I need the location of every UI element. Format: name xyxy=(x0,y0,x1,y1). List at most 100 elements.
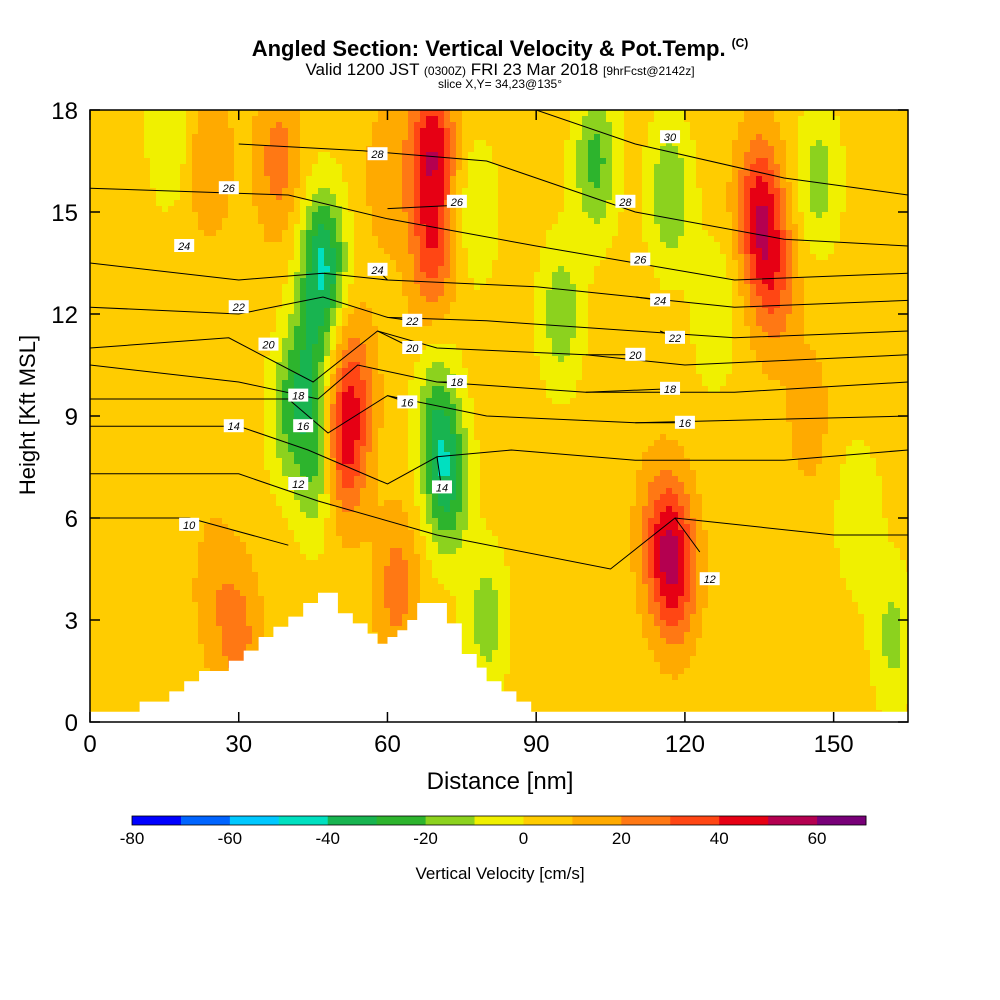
heatmap-cell xyxy=(168,320,175,327)
heatmap-cell xyxy=(438,248,445,255)
heatmap-cell xyxy=(588,296,595,303)
heatmap-cell xyxy=(354,134,361,141)
heatmap-cell xyxy=(546,248,553,255)
heatmap-cell xyxy=(330,134,337,141)
heatmap-cell xyxy=(840,266,847,273)
heatmap-cell xyxy=(774,200,781,207)
heatmap-cell xyxy=(474,122,481,129)
heatmap-cell xyxy=(282,134,289,141)
heatmap-cell xyxy=(546,260,553,267)
heatmap-cell xyxy=(246,140,253,147)
heatmap-cell xyxy=(690,134,697,141)
heatmap-cell xyxy=(804,128,811,135)
heatmap-cell xyxy=(810,272,817,279)
heatmap-cell xyxy=(888,236,895,243)
heatmap-cell xyxy=(126,224,133,231)
heatmap-cell xyxy=(318,314,325,321)
heatmap-cell xyxy=(504,260,511,267)
heatmap-cell xyxy=(810,134,817,141)
heatmap-cell xyxy=(756,206,763,213)
heatmap-cell xyxy=(462,116,469,123)
heatmap-cell xyxy=(816,272,823,279)
heatmap-cell xyxy=(150,314,157,321)
heatmap-cell xyxy=(270,110,277,117)
heatmap-cell xyxy=(504,140,511,147)
heatmap-cell xyxy=(582,170,589,177)
heatmap-cell xyxy=(90,122,97,129)
heatmap-cell xyxy=(858,236,865,243)
heatmap-cell xyxy=(390,134,397,141)
heatmap-cell xyxy=(678,224,685,231)
heatmap-cell xyxy=(510,140,517,147)
heatmap-cell xyxy=(798,224,805,231)
heatmap-cell xyxy=(696,218,703,225)
heatmap-cell xyxy=(714,158,721,165)
heatmap-cell xyxy=(804,140,811,147)
heatmap-cell xyxy=(462,164,469,171)
heatmap-cell xyxy=(378,278,385,285)
heatmap-cell xyxy=(480,314,487,321)
heatmap-cell xyxy=(426,164,433,171)
heatmap-cell xyxy=(312,230,319,237)
heatmap-cell xyxy=(162,224,169,231)
heatmap-cell xyxy=(714,236,721,243)
heatmap-cell xyxy=(696,164,703,171)
heatmap-cell xyxy=(258,182,265,189)
heatmap-cell xyxy=(846,290,853,297)
heatmap-cell xyxy=(210,194,217,201)
heatmap-cell xyxy=(492,188,499,195)
heatmap-cell xyxy=(846,302,853,309)
heatmap-cell xyxy=(564,200,571,207)
heatmap-cell xyxy=(126,110,133,117)
heatmap-cell xyxy=(258,278,265,285)
heatmap-cell xyxy=(606,260,613,267)
heatmap-cell xyxy=(216,266,223,273)
heatmap-cell xyxy=(282,296,289,303)
heatmap-cell xyxy=(840,314,847,321)
heatmap-cell xyxy=(636,182,643,189)
heatmap-cell xyxy=(276,128,283,135)
heatmap-cell xyxy=(90,236,97,243)
heatmap-cell xyxy=(150,290,157,297)
heatmap-cell xyxy=(894,194,901,201)
heatmap-cell xyxy=(150,110,157,117)
heatmap-cell xyxy=(432,140,439,147)
heatmap-cell xyxy=(612,272,619,279)
heatmap-cell xyxy=(738,314,745,321)
heatmap-cell xyxy=(642,284,649,291)
heatmap-cell xyxy=(192,182,199,189)
heatmap-cell xyxy=(618,110,625,117)
heatmap-cell xyxy=(636,170,643,177)
heatmap-cell xyxy=(252,320,259,327)
heatmap-cell xyxy=(780,134,787,141)
heatmap-cell xyxy=(600,296,607,303)
heatmap-cell xyxy=(132,146,139,153)
heatmap-cell xyxy=(708,260,715,267)
heatmap-cell xyxy=(384,122,391,129)
heatmap-cell xyxy=(270,254,277,261)
heatmap-cell xyxy=(894,116,901,123)
heatmap-cell xyxy=(498,272,505,279)
heatmap-cell xyxy=(426,122,433,129)
heatmap-cell xyxy=(426,236,433,243)
heatmap-cell xyxy=(186,272,193,279)
heatmap-cell xyxy=(768,266,775,273)
heatmap-cell xyxy=(216,224,223,231)
heatmap-cell xyxy=(786,206,793,213)
heatmap-cell xyxy=(558,308,565,315)
heatmap-cell xyxy=(510,254,517,261)
heatmap-cell xyxy=(330,272,337,279)
heatmap-cell xyxy=(252,122,259,129)
heatmap-cell xyxy=(486,320,493,327)
heatmap-cell xyxy=(450,146,457,153)
heatmap-cell xyxy=(894,152,901,159)
heatmap-cell xyxy=(792,134,799,141)
heatmap-cell xyxy=(738,152,745,159)
heatmap-cell xyxy=(684,146,691,153)
heatmap-cell xyxy=(594,152,601,159)
heatmap-cell xyxy=(690,272,697,279)
heatmap-cell xyxy=(738,212,745,219)
heatmap-cell xyxy=(504,290,511,297)
heatmap-cell xyxy=(468,290,475,297)
heatmap-cell xyxy=(606,182,613,189)
